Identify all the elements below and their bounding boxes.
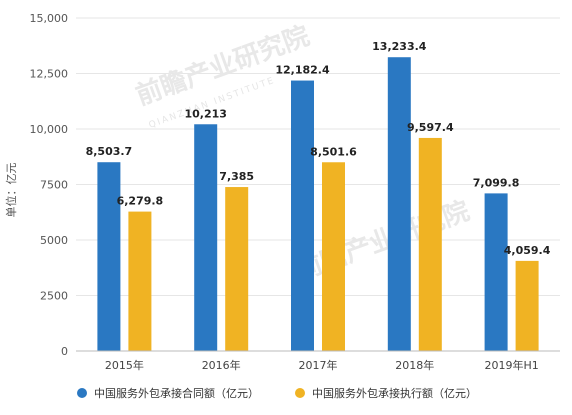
x-tick-label: 2016年 (202, 358, 241, 372)
data-label: 13,233.4 (372, 40, 427, 53)
y-axis-label: 单位：亿元 (4, 163, 18, 218)
y-tick-label: 7500 (40, 179, 68, 192)
data-label: 10,213 (184, 107, 226, 120)
data-label: 7,385 (219, 170, 254, 183)
data-label: 9,597.4 (407, 121, 454, 134)
data-label: 4,059.4 (504, 244, 551, 257)
legend-label: 中国服务外包承接执行额（亿元） (312, 386, 477, 400)
bar (418, 137, 442, 351)
y-tick-label: 5000 (40, 234, 68, 247)
legend-marker (295, 388, 305, 398)
bar (515, 260, 539, 351)
legend-label: 中国服务外包承接合同额（亿元） (94, 386, 259, 400)
bar (387, 57, 411, 352)
x-axis-ticks: 2015年 2016年 2017年 2018年 2019年H1 (105, 358, 539, 372)
y-tick-label: 10,000 (30, 123, 69, 136)
data-label: 8,501.6 (310, 145, 357, 158)
bar (484, 193, 508, 351)
bar (128, 211, 152, 351)
x-tick-label: 2015年 (105, 358, 144, 372)
data-label: 8,503.7 (86, 145, 133, 158)
y-tick-label: 2500 (40, 290, 68, 303)
legend: 中国服务外包承接合同额（亿元） 中国服务外包承接执行额（亿元） (77, 386, 477, 400)
bar (225, 187, 249, 351)
data-label: 7,099.8 (473, 176, 520, 189)
bars (97, 57, 539, 352)
bar (97, 162, 121, 351)
y-tick-label: 12,500 (30, 68, 69, 81)
x-tick-label: 2019年H1 (484, 358, 538, 372)
bar (291, 80, 314, 351)
x-tick-label: 2018年 (395, 358, 434, 372)
data-label: 6,279.8 (117, 195, 164, 208)
data-labels: 8,503.7 6,279.8 10,213 7,385 12,182.4 8,501.6… (86, 40, 551, 257)
watermark-text-2: 前瞻产业研究院 (292, 195, 474, 286)
bar (322, 162, 345, 351)
y-tick-label: 15,000 (30, 12, 69, 25)
gridlines (76, 17, 560, 296)
legend-marker (77, 388, 87, 398)
bar (194, 124, 218, 352)
data-label: 12,182.4 (275, 64, 330, 77)
x-tick-label: 2017年 (299, 358, 338, 372)
y-axis-ticks: 0 2500 5000 7500 10,000 12,500 15,000 (30, 12, 69, 358)
y-tick-label: 0 (61, 345, 68, 358)
